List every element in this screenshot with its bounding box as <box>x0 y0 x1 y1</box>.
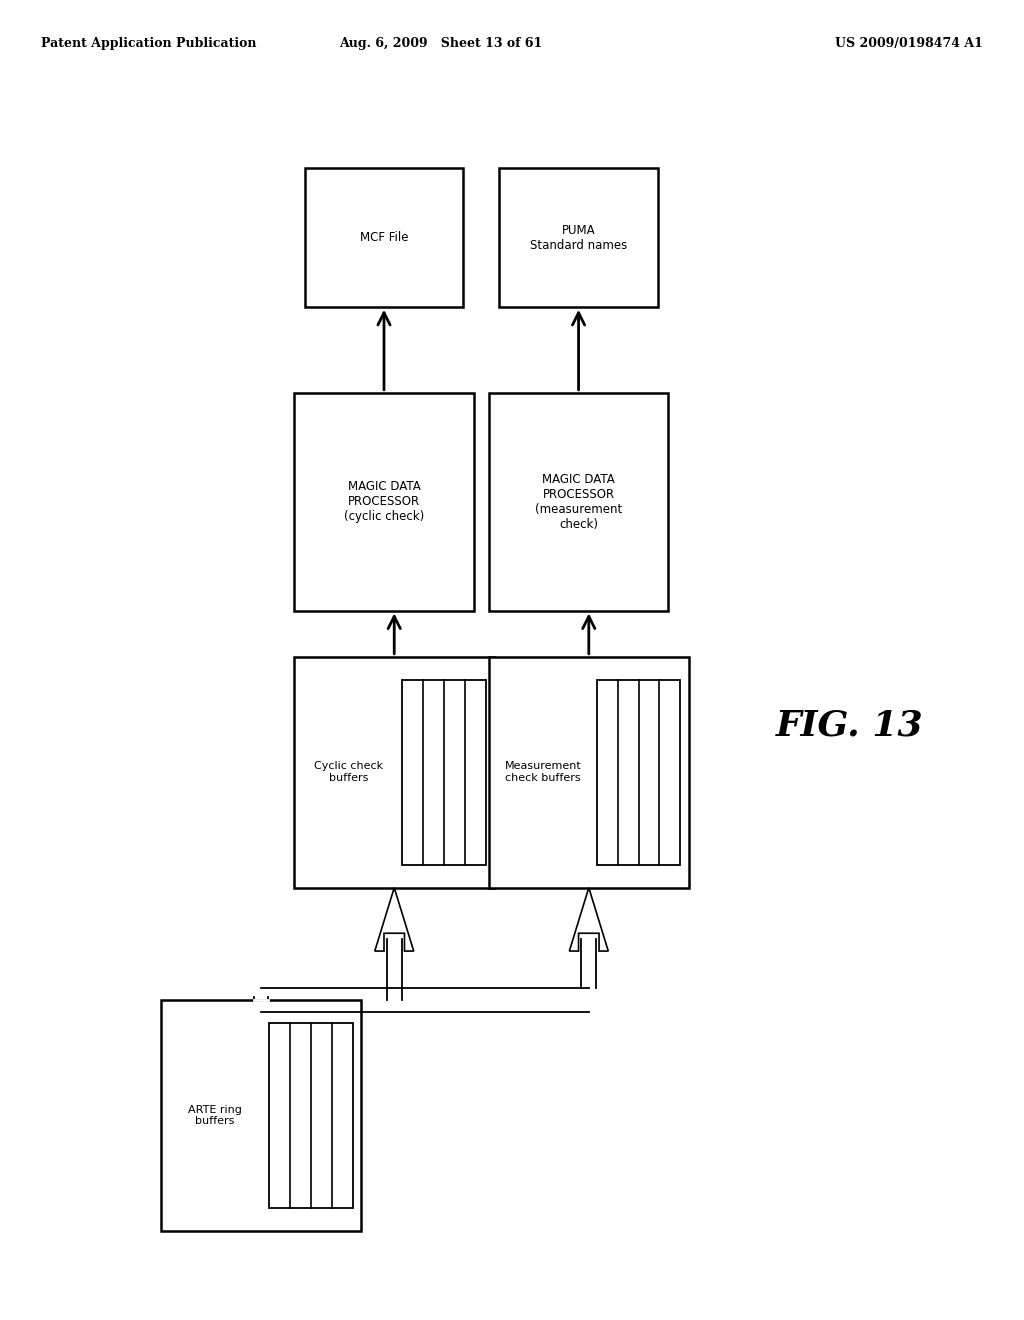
Bar <box>488 657 688 887</box>
Bar <box>488 393 668 610</box>
Text: PUMA
Standard names: PUMA Standard names <box>530 223 627 252</box>
Bar <box>402 680 486 865</box>
Bar <box>295 657 494 887</box>
Bar <box>499 169 657 308</box>
Text: MCF File: MCF File <box>359 231 409 244</box>
Text: FIG. 13: FIG. 13 <box>776 709 924 743</box>
Text: Measurement
check buffers: Measurement check buffers <box>505 762 582 783</box>
Text: MAGIC DATA
PROCESSOR
(cyclic check): MAGIC DATA PROCESSOR (cyclic check) <box>344 480 424 523</box>
Text: MAGIC DATA
PROCESSOR
(measurement
check): MAGIC DATA PROCESSOR (measurement check) <box>535 473 623 531</box>
Text: Patent Application Publication: Patent Application Publication <box>41 37 256 50</box>
Text: ARTE ring
buffers: ARTE ring buffers <box>188 1105 242 1126</box>
Bar <box>305 169 463 308</box>
Polygon shape <box>375 887 414 950</box>
Bar <box>597 680 680 865</box>
Bar <box>162 1001 361 1230</box>
Bar <box>269 1023 352 1208</box>
Polygon shape <box>569 887 608 950</box>
Bar <box>295 393 473 610</box>
Text: Aug. 6, 2009   Sheet 13 of 61: Aug. 6, 2009 Sheet 13 of 61 <box>339 37 542 50</box>
Text: US 2009/0198474 A1: US 2009/0198474 A1 <box>836 37 983 50</box>
Text: Cyclic check
buffers: Cyclic check buffers <box>313 762 383 783</box>
